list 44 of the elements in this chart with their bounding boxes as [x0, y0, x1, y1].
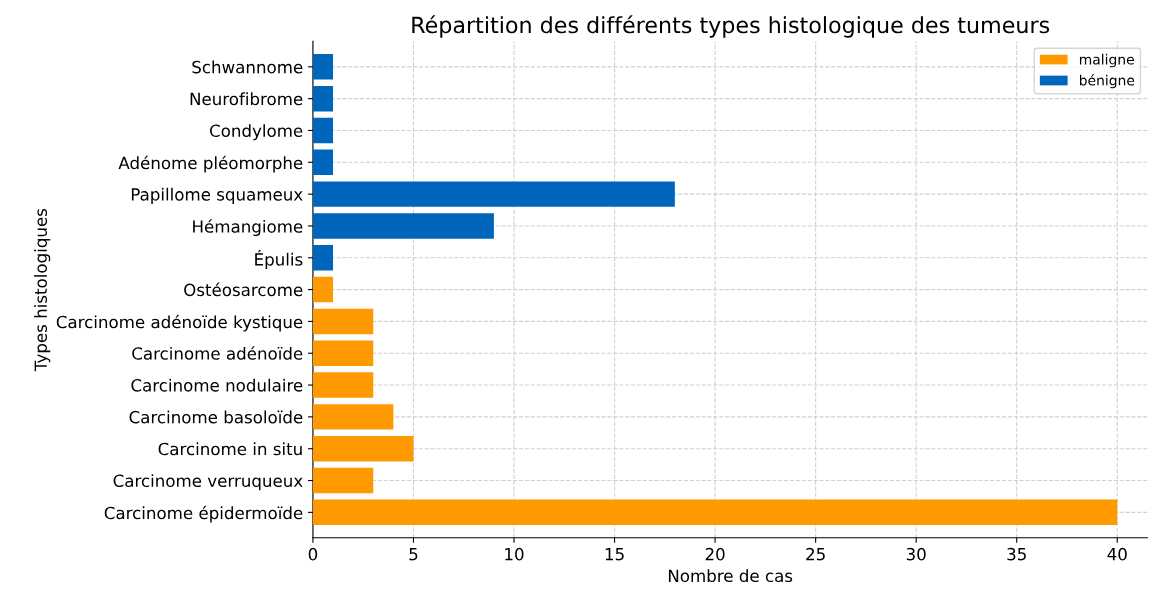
y-tick-label: Épulis [255, 250, 303, 269]
bar [312, 213, 494, 239]
bar [312, 276, 334, 303]
legend-label: bénigne [1079, 74, 1135, 89]
bar [312, 149, 334, 176]
x-tick-label: 20 [705, 547, 725, 561]
x-tick-label: 0 [308, 547, 318, 561]
y-tick-label: Carcinome adénoïde kystique [56, 314, 303, 332]
y-tick-label: Carcinome verruqueux [113, 474, 303, 491]
chart-title: Répartition des différents types histologique des tumeurs [412, 15, 1050, 38]
bar [312, 117, 334, 144]
x-tick-label: 15 [605, 548, 624, 561]
y-tick-label: Carcinome in situ [158, 442, 302, 456]
bar [312, 54, 334, 80]
y-tick-label: Schwannome [192, 60, 303, 74]
y-tick-label: Neurofibrome [190, 92, 303, 106]
bar [312, 308, 374, 335]
x-tick-label: 5 [409, 548, 418, 561]
y-tick-label: Adénome pléomorphe [118, 155, 303, 173]
bar [312, 245, 334, 271]
bar [312, 372, 374, 398]
y-axis-title: Types histologiques [34, 208, 51, 372]
bar [312, 340, 374, 366]
x-tick-label: 25 [806, 547, 825, 561]
y-tick-label: Condylome [209, 124, 303, 141]
bar [312, 435, 414, 462]
y-tick-label: Ostéosarcome [184, 282, 303, 297]
x-tick-label: 40 [1107, 547, 1127, 561]
bar [312, 85, 334, 112]
bar [312, 404, 394, 430]
y-tick-label: Papillome squameux [131, 187, 303, 204]
x-tick-label: 30 [906, 547, 926, 561]
y-tick-label: Carcinome adénoïde [132, 346, 303, 360]
y-tick-label: Hémangiome [193, 219, 303, 237]
x-tick-label: 35 [1007, 547, 1026, 561]
bar [312, 499, 1118, 526]
bar [312, 467, 374, 494]
legend-label: maligne [1079, 53, 1134, 68]
y-tick-label: Carcinome basoloïde [129, 410, 303, 424]
y-tick-label: Carcinome nodulaire [131, 378, 303, 392]
x-axis-title: Nombre de cas [668, 569, 793, 583]
bar [312, 181, 675, 207]
y-tick-label: Carcinome épidermoïde [104, 505, 303, 523]
x-tick-label: 10 [505, 547, 524, 561]
